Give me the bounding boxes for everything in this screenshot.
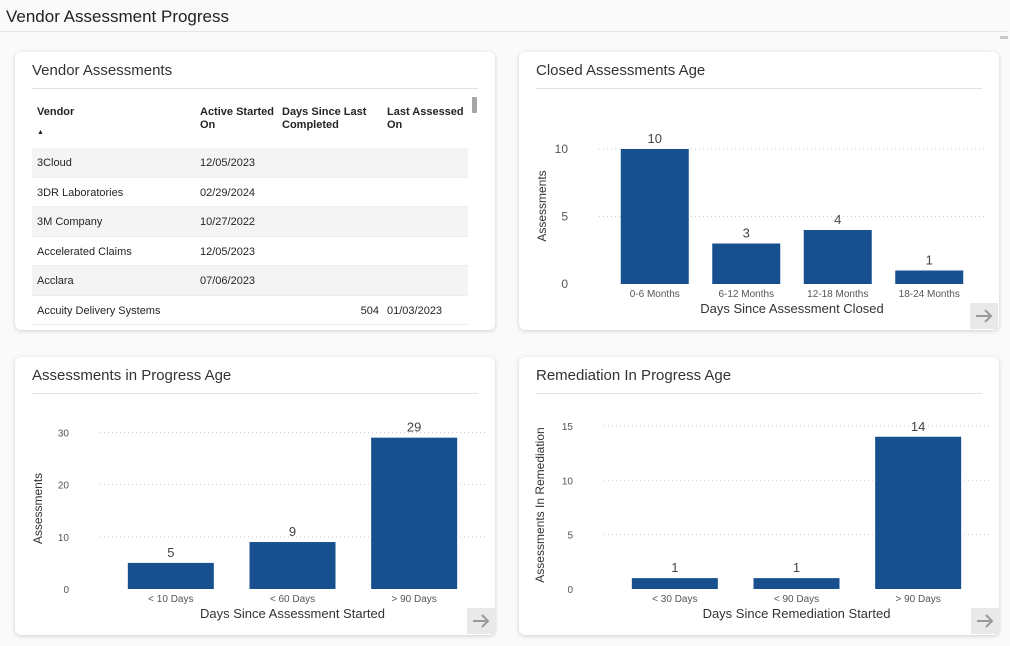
bar[interactable] xyxy=(712,243,781,285)
data-label: 29 xyxy=(407,420,421,435)
y-axis-title: Assessments xyxy=(535,170,549,241)
cell-vendor: Accelerated Claims xyxy=(37,245,132,258)
data-label: 4 xyxy=(834,212,841,227)
x-axis-title: Days Since Assessment Started xyxy=(200,606,385,621)
x-tick-label: < 30 Days xyxy=(652,594,697,605)
cell-vendor: 3Cloud xyxy=(37,157,72,169)
card-divider xyxy=(32,88,478,89)
closed-assessments-age-card: Closed Assessments Age 0 5 10 10 0-6 Months 3… xyxy=(519,52,999,330)
bar[interactable] xyxy=(631,578,718,589)
y-tick-label: 10 xyxy=(562,476,574,487)
table-body: 3Cloud 12/05/2023 3DR Laboratories 02/29/20… xyxy=(32,148,468,325)
data-label: 10 xyxy=(648,131,662,146)
cell-active-started-on: 10/27/2022 xyxy=(200,216,256,228)
column-header-last-assessed-on[interactable]: Last Assessed On xyxy=(387,106,464,131)
arrow-right-icon xyxy=(473,614,490,628)
cell-vendor: Acclara xyxy=(37,275,74,287)
data-label: 9 xyxy=(289,524,296,539)
bar[interactable] xyxy=(620,149,689,284)
title-divider xyxy=(0,31,1008,32)
y-axis-title: Assessments In Remediation xyxy=(533,427,547,582)
cell-vendor: 3M Company xyxy=(37,216,103,228)
table-row[interactable]: 3Cloud 12/05/2023 xyxy=(32,148,468,178)
x-tick-label: 18-24 Months xyxy=(899,289,960,300)
vendor-table: Vendor ▲ Active Started On Days Since La… xyxy=(32,100,468,325)
x-tick-label: 0-6 Months xyxy=(630,289,680,300)
assessments-in-progress-age-card: Assessments in Progress Age 0 10 20 30 5 < 10… xyxy=(15,357,495,635)
x-axis-title: Days Since Remediation Started xyxy=(703,606,891,621)
y-axis-title: Assessments xyxy=(31,473,45,544)
cell-last-assessed-on: 01/03/2023 xyxy=(387,304,443,317)
x-tick-label: < 60 Days xyxy=(270,594,315,605)
card-title: Remediation In Progress Age xyxy=(536,367,732,384)
table-row[interactable]: 3DR Laboratories 02/29/2024 xyxy=(32,178,468,207)
column-header-vendor[interactable]: Vendor xyxy=(37,106,75,118)
card-title: Closed Assessments Age xyxy=(536,62,706,79)
table-row[interactable]: Accuity Delivery Systems 504 01/03/2023 xyxy=(32,296,468,325)
data-label: 14 xyxy=(911,419,925,434)
y-tick-label: 5 xyxy=(567,531,573,542)
y-tick-label: 5 xyxy=(561,210,568,224)
data-label: 1 xyxy=(926,253,933,268)
closed-assessments-age-chart: 0 5 10 10 0-6 Months 3 6-12 Months 4 12-18 Month… xyxy=(535,131,985,316)
y-tick-label: 0 xyxy=(63,585,69,596)
y-tick-label: 15 xyxy=(562,422,574,433)
page-title: Vendor Assessment Progress xyxy=(6,7,230,26)
column-header-days-since-last-completed[interactable]: Days Since Last Completed xyxy=(282,106,367,131)
x-axis-title: Days Since Assessment Closed xyxy=(700,301,884,316)
remediation-in-progress-age-chart: 0 5 10 15 1 < 30 Days 1 < 90 Days 14 > 90 Days Day… xyxy=(533,419,989,621)
next-page-button[interactable] xyxy=(970,303,998,329)
arrow-right-icon xyxy=(977,614,994,628)
data-label: 5 xyxy=(167,545,174,560)
data-label: 1 xyxy=(793,560,800,575)
table-row[interactable]: Accelerated Claims 12/05/2023 xyxy=(32,237,468,266)
data-label: 3 xyxy=(743,226,750,241)
cell-days-since-last-completed: 504 xyxy=(360,304,379,317)
card-title: Assessments in Progress Age xyxy=(32,367,232,384)
x-tick-label: > 90 Days xyxy=(896,594,941,605)
cell-active-started-on: 02/29/2024 xyxy=(200,186,256,199)
x-tick-label: < 90 Days xyxy=(774,594,819,605)
remediation-in-progress-age-card: Remediation In Progress Age 0 5 10 15 1 < 30 … xyxy=(519,357,999,635)
arrow-right-icon xyxy=(976,309,993,323)
y-tick-label: 0 xyxy=(561,277,568,291)
page-scrollbar[interactable] xyxy=(1000,36,1008,39)
bar[interactable] xyxy=(875,436,962,589)
card-divider xyxy=(536,393,982,394)
bar[interactable] xyxy=(895,270,964,285)
bar[interactable] xyxy=(371,437,458,589)
cell-vendor: Accuity Delivery Systems xyxy=(37,304,161,317)
bar[interactable] xyxy=(753,578,840,589)
next-page-button[interactable] xyxy=(467,608,495,634)
cell-vendor: 3DR Laboratories xyxy=(37,186,124,199)
x-tick-label: 6-12 Months xyxy=(718,289,774,300)
assessments-in-progress-age-chart: 0 10 20 30 5 < 10 Days 9 < 60 Days 29 > 90 Days Da… xyxy=(31,420,485,621)
y-tick-label: 20 xyxy=(58,481,70,492)
bar[interactable] xyxy=(249,542,336,589)
column-header-active-started-on[interactable]: Active Started On xyxy=(200,106,274,131)
x-tick-label: < 10 Days xyxy=(148,594,193,605)
y-tick-label: 30 xyxy=(58,428,70,439)
y-tick-label: 10 xyxy=(555,142,569,156)
next-page-button[interactable] xyxy=(971,608,999,634)
data-label: 1 xyxy=(671,560,678,575)
cell-active-started-on: 12/05/2023 xyxy=(200,245,256,258)
card-divider xyxy=(32,393,478,394)
x-tick-label: > 90 Days xyxy=(392,594,437,605)
bar[interactable] xyxy=(127,562,214,589)
table-scrollbar[interactable] xyxy=(472,97,477,113)
y-tick-label: 0 xyxy=(567,585,573,596)
card-divider xyxy=(536,88,982,89)
sort-ascending-icon[interactable]: ▲ xyxy=(37,129,44,136)
table-row[interactable]: 3M Company 10/27/2022 xyxy=(32,207,468,237)
x-tick-label: 12-18 Months xyxy=(807,289,868,300)
y-tick-label: 10 xyxy=(58,533,70,544)
cell-active-started-on: 12/05/2023 xyxy=(200,157,256,169)
table-header: Vendor ▲ Active Started On Days Since La… xyxy=(32,100,468,148)
bar[interactable] xyxy=(803,230,872,284)
card-title: Vendor Assessments xyxy=(32,62,173,79)
cell-active-started-on: 07/06/2023 xyxy=(200,275,256,287)
table-row[interactable]: Acclara 07/06/2023 xyxy=(32,266,468,296)
vendor-assessments-card: Vendor Assessments Vendor ▲ Active Start… xyxy=(15,52,495,330)
